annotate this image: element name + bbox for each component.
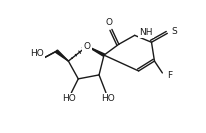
Polygon shape bbox=[87, 46, 104, 56]
Text: NH: NH bbox=[139, 28, 152, 37]
Text: O: O bbox=[105, 18, 112, 27]
Polygon shape bbox=[55, 50, 68, 61]
Text: HO: HO bbox=[62, 94, 76, 103]
Text: HO: HO bbox=[101, 94, 114, 103]
Text: O: O bbox=[83, 42, 90, 51]
Text: HO: HO bbox=[30, 49, 43, 58]
Text: O: O bbox=[83, 42, 90, 51]
Text: F: F bbox=[166, 71, 171, 80]
Text: S: S bbox=[171, 27, 176, 36]
